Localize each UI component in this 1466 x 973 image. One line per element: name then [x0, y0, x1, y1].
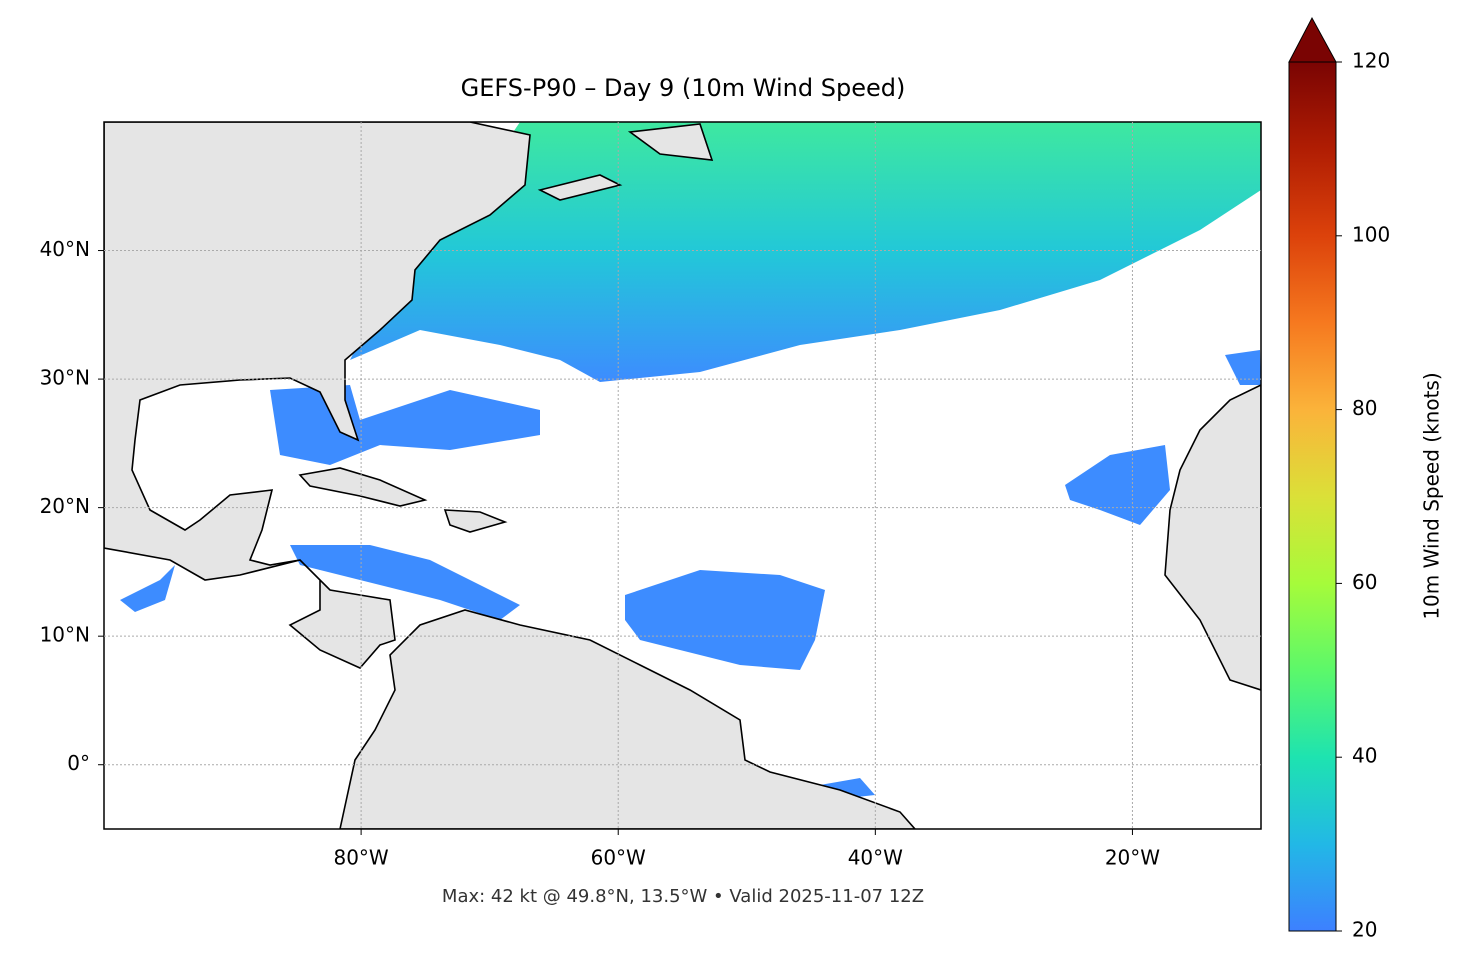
colorbar-tick-label: 20 [1352, 918, 1377, 942]
x-tick-label: 80°W [333, 846, 388, 870]
wind-patch [1065, 445, 1170, 525]
colorbar-tick-label: 80 [1352, 396, 1377, 420]
x-tick-label: 60°W [591, 846, 646, 870]
south-america [339, 609, 917, 829]
y-tick-label: 30°N [40, 366, 90, 390]
map-area [104, 122, 1261, 829]
cuba [298, 467, 428, 507]
y-tick-label: 20°N [40, 494, 90, 518]
colorbar-tick-label: 100 [1352, 222, 1390, 246]
newfoundland [627, 123, 714, 161]
x-tick-label: 40°W [848, 846, 903, 870]
x-tick-label: 20°W [1105, 846, 1160, 870]
y-tick-label: 10°N [40, 623, 90, 647]
colorbar-tick-label: 60 [1352, 570, 1377, 594]
nova-scotia [537, 174, 623, 201]
map-frame [103, 121, 1262, 830]
north-america [104, 122, 531, 669]
wind-patch [1225, 350, 1261, 385]
y-tick-label: 40°N [40, 237, 90, 261]
colorbar-label: 10m Wind Speed (knots) [1420, 372, 1444, 619]
colorbar-extend [1288, 16, 1337, 63]
colorbar-tick-label: 120 [1352, 49, 1390, 73]
africa [1164, 384, 1261, 691]
hispaniola [443, 509, 508, 533]
wind-patch [625, 570, 825, 670]
colorbar [1288, 61, 1337, 932]
colorbar-tick-label: 40 [1352, 744, 1377, 768]
map-title: GEFS-P90 – Day 9 (10m Wind Speed) [461, 74, 906, 102]
footer-note: Max: 42 kt @ 49.8°N, 13.5°W • Valid 2025… [442, 886, 924, 907]
wind-patch [120, 565, 175, 612]
y-tick-label: 0° [67, 751, 90, 775]
wind-patch [290, 545, 520, 620]
